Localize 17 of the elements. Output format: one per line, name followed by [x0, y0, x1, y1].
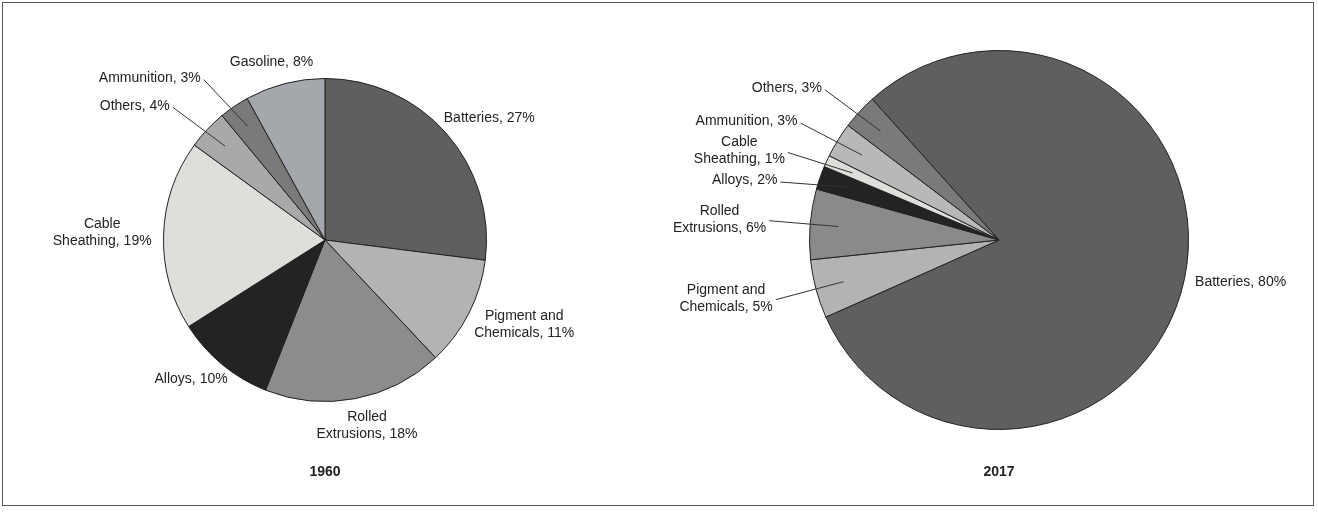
slice-label: Alloys, 10%	[154, 369, 228, 386]
slice-label: Pigment and Chemicals, 5%	[679, 280, 773, 314]
slice-label: Rolled Extrusions, 6%	[672, 201, 767, 235]
slice-label: Ammunition, 3%	[98, 68, 201, 85]
slice-label: Ammunition, 3%	[695, 112, 798, 129]
slice-label: Cable Sheathing, 1%	[693, 133, 785, 167]
slice-label: Alloys, 2%	[712, 171, 778, 188]
text: 2017	[983, 462, 1015, 479]
slice-label: Batteries, 80%	[1195, 273, 1287, 290]
text: 1960	[309, 462, 341, 479]
slice-label: Rolled Extrusions, 18%	[316, 407, 418, 441]
slice-label: Batteries, 27%	[443, 109, 535, 125]
slice-label: Cable Sheathing, 19%	[52, 214, 152, 248]
slice-label: Others, 4%	[99, 96, 170, 113]
slice-label: Others, 3%	[751, 79, 822, 96]
slice-label: Gasoline, 8%	[229, 53, 314, 70]
slice-label: Pigment and Chemicals, 11%	[474, 307, 575, 341]
